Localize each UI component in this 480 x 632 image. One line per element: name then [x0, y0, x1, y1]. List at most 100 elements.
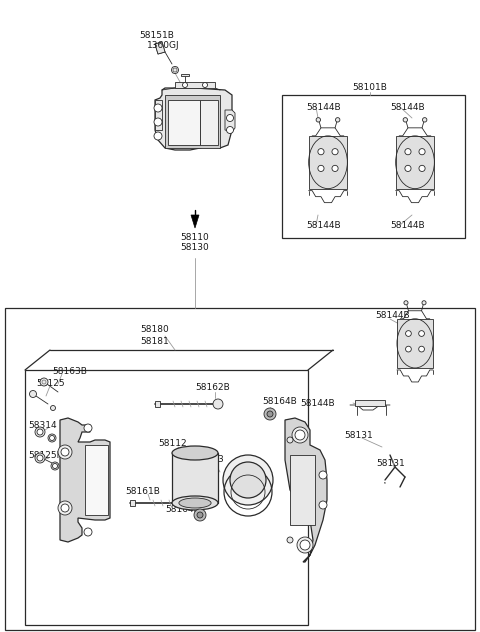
Circle shape [35, 453, 45, 463]
Circle shape [332, 149, 338, 155]
Text: 58144B: 58144B [306, 221, 341, 229]
Circle shape [405, 166, 411, 171]
Circle shape [48, 434, 56, 442]
Circle shape [292, 427, 308, 443]
Polygon shape [85, 445, 108, 515]
Polygon shape [355, 400, 385, 406]
Circle shape [405, 149, 411, 155]
Circle shape [51, 462, 59, 470]
Ellipse shape [422, 118, 427, 122]
Polygon shape [155, 88, 232, 150]
Circle shape [319, 501, 327, 509]
Text: 58144B: 58144B [306, 102, 341, 111]
Circle shape [37, 429, 43, 435]
Circle shape [419, 166, 425, 171]
Circle shape [406, 331, 411, 336]
Polygon shape [130, 500, 135, 506]
Text: 58113: 58113 [195, 454, 224, 463]
Circle shape [318, 166, 324, 171]
Circle shape [58, 445, 72, 459]
Circle shape [230, 462, 266, 498]
Circle shape [52, 463, 58, 468]
Text: 58125F: 58125F [28, 451, 62, 459]
Text: 58144B: 58144B [300, 399, 335, 408]
Circle shape [264, 408, 276, 420]
Polygon shape [397, 319, 433, 368]
Circle shape [287, 437, 293, 443]
Polygon shape [175, 82, 215, 88]
Text: 58144B: 58144B [375, 310, 409, 320]
Polygon shape [60, 418, 110, 542]
Circle shape [154, 104, 162, 112]
Text: 58125: 58125 [36, 379, 65, 387]
Circle shape [49, 435, 55, 441]
Polygon shape [225, 110, 235, 132]
Circle shape [194, 509, 206, 521]
Circle shape [50, 406, 56, 411]
Text: 58110: 58110 [180, 233, 209, 241]
Polygon shape [191, 215, 199, 228]
Text: 58144B: 58144B [390, 221, 425, 229]
Polygon shape [155, 42, 165, 54]
Ellipse shape [316, 118, 321, 122]
Ellipse shape [422, 301, 426, 305]
Circle shape [84, 424, 92, 432]
Polygon shape [168, 100, 200, 145]
Polygon shape [309, 136, 348, 188]
Bar [25, 370, 308, 625]
Circle shape [332, 166, 338, 171]
Polygon shape [181, 74, 189, 76]
Circle shape [197, 512, 203, 518]
Circle shape [287, 537, 293, 543]
Circle shape [419, 149, 425, 155]
Circle shape [203, 83, 207, 87]
Circle shape [227, 126, 233, 133]
Polygon shape [200, 100, 218, 145]
Polygon shape [290, 455, 315, 525]
Circle shape [171, 66, 179, 73]
Circle shape [223, 455, 273, 505]
Circle shape [182, 83, 188, 87]
Ellipse shape [403, 118, 408, 122]
Polygon shape [165, 95, 220, 148]
Text: 58161B: 58161B [125, 487, 160, 495]
Text: 58114A: 58114A [232, 466, 267, 475]
Ellipse shape [172, 446, 218, 460]
Circle shape [419, 331, 424, 336]
Bar [5, 308, 475, 630]
Circle shape [84, 528, 92, 536]
Text: 58164B: 58164B [262, 398, 297, 406]
Circle shape [300, 540, 310, 550]
Bar [282, 95, 465, 238]
Circle shape [61, 448, 69, 456]
Ellipse shape [172, 496, 218, 510]
Text: 58181: 58181 [140, 337, 169, 346]
Circle shape [227, 114, 233, 121]
Polygon shape [172, 453, 218, 503]
Circle shape [213, 399, 223, 409]
Polygon shape [155, 401, 160, 407]
Text: 58180: 58180 [140, 325, 169, 334]
Text: 58130: 58130 [180, 243, 209, 253]
Text: 58162B: 58162B [195, 384, 230, 392]
Circle shape [35, 427, 45, 437]
Circle shape [29, 391, 36, 398]
Text: 58131: 58131 [344, 430, 373, 439]
Circle shape [61, 504, 69, 512]
Circle shape [154, 132, 162, 140]
Text: 1360GJ: 1360GJ [147, 40, 180, 49]
Polygon shape [396, 136, 434, 188]
Circle shape [419, 346, 424, 352]
Circle shape [154, 118, 162, 126]
Circle shape [406, 346, 411, 352]
Text: 58101B: 58101B [353, 83, 387, 92]
Text: 58163B: 58163B [52, 367, 87, 375]
Text: 58314: 58314 [28, 420, 57, 430]
Ellipse shape [179, 498, 211, 508]
Polygon shape [285, 418, 327, 562]
Circle shape [37, 455, 43, 461]
Circle shape [40, 378, 48, 386]
Polygon shape [155, 100, 162, 130]
Ellipse shape [404, 301, 408, 305]
Circle shape [297, 537, 313, 553]
